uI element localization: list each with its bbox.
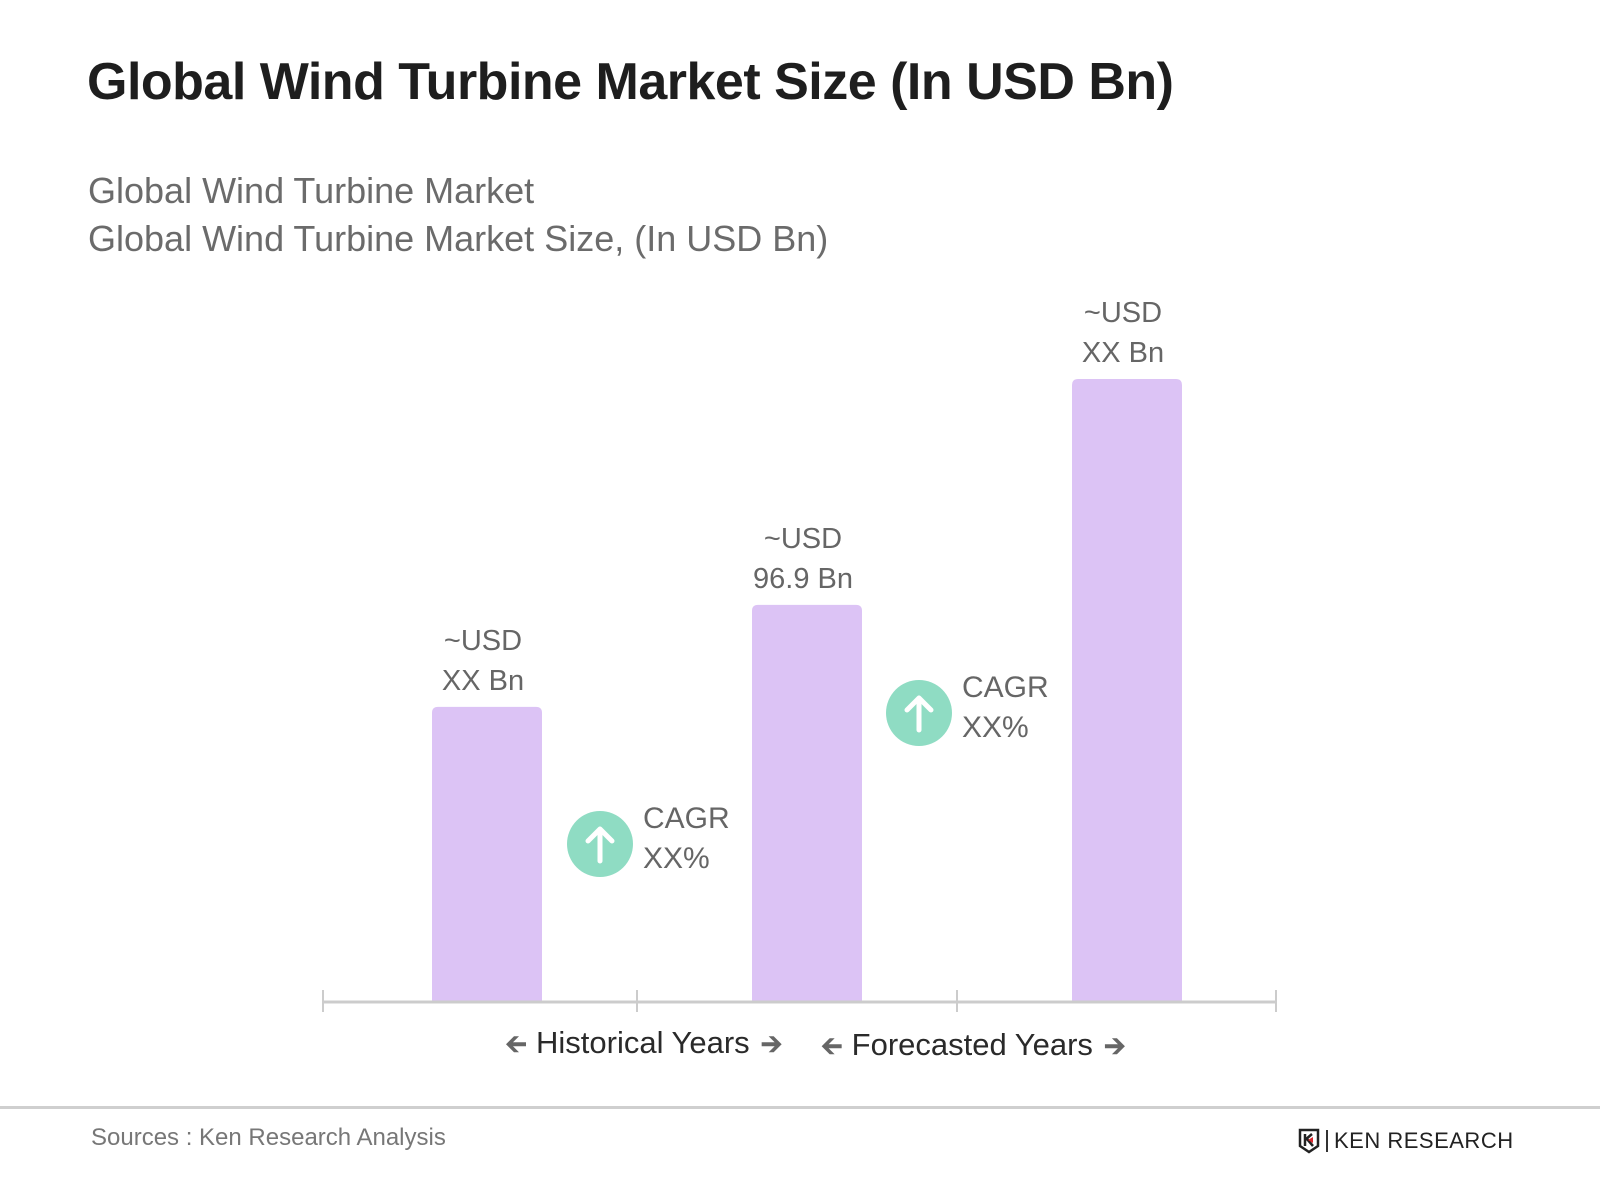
source-note: Sources : Ken Research Analysis <box>91 1124 446 1151</box>
cagr-value: XX% <box>962 711 1029 744</box>
logo-shield-icon <box>1298 1128 1320 1154</box>
subtitle-line-2: Global Wind Turbine Market Size, (In USD… <box>88 218 829 259</box>
arrow-right-icon <box>1104 1038 1125 1055</box>
data-label-line1: ~USD <box>1084 297 1162 329</box>
bar <box>432 706 542 1002</box>
arrow-right-icon <box>761 1036 782 1053</box>
ken-research-logo: KEN RESEARCH <box>1298 1128 1514 1154</box>
arrow-left-icon <box>821 1038 842 1055</box>
arrow-left-icon <box>506 1036 526 1053</box>
data-label-line1: ~USD <box>764 523 842 555</box>
subtitle-line-1: Global Wind Turbine Market <box>88 170 535 211</box>
cagr-indicator: CAGR XX% <box>886 671 1049 746</box>
data-label-line2: 96.9 Bn <box>753 563 853 595</box>
bar <box>752 604 862 1002</box>
bar <box>1072 379 1182 1002</box>
cagr-indicator: CAGR XX% <box>567 802 730 877</box>
data-label-line2: XX Bn <box>1082 337 1164 369</box>
cagr-value: XX% <box>643 842 710 875</box>
period-forecasted: Forecasted Years <box>821 1027 1125 1062</box>
footer-divider <box>0 1106 1600 1109</box>
data-label-line1: ~USD <box>444 625 522 657</box>
cagr-label: CAGR <box>962 671 1049 704</box>
chart-title: Global Wind Turbine Market Size (In USD … <box>87 53 1174 111</box>
data-label-line2: XX Bn <box>442 665 524 697</box>
cagr-label: CAGR <box>643 802 730 835</box>
logo-text: KEN RESEARCH <box>1334 1128 1514 1153</box>
period-label: Historical Years <box>536 1025 750 1060</box>
period-label: Forecasted Years <box>852 1027 1093 1062</box>
period-historical: Historical Years <box>506 1025 782 1060</box>
